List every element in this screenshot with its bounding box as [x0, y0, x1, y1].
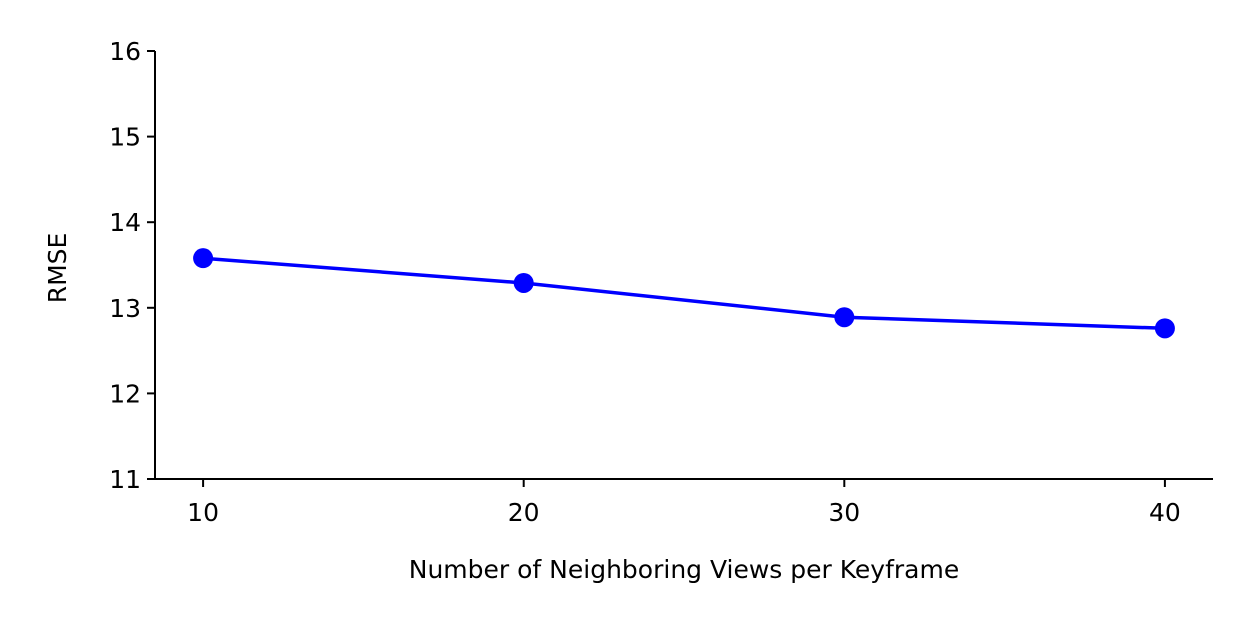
axes: 11 12 13 14 15 16 10 20 30 40 [109, 37, 1213, 527]
x-tick-label: 30 [828, 498, 860, 527]
y-tick-label: 15 [109, 123, 141, 152]
y-tick-label: 13 [109, 294, 141, 323]
x-axis-label: Number of Neighboring Views per Keyframe [409, 555, 959, 584]
x-tick-label: 10 [187, 498, 219, 527]
series-line [202, 256, 1165, 331]
data-point [193, 248, 214, 269]
y-axis-label: RMSE [43, 233, 72, 304]
y-tick-label: 11 [109, 465, 141, 494]
x-tick-label: 20 [508, 498, 540, 527]
y-tick-label: 12 [109, 379, 141, 408]
y-tick-label: 14 [109, 208, 141, 237]
data-point [834, 307, 855, 328]
series-group [193, 248, 1175, 339]
data-point [1154, 318, 1175, 339]
data-point [513, 272, 534, 293]
x-tick-label: 40 [1149, 498, 1181, 527]
y-tick-label: 16 [109, 37, 141, 66]
